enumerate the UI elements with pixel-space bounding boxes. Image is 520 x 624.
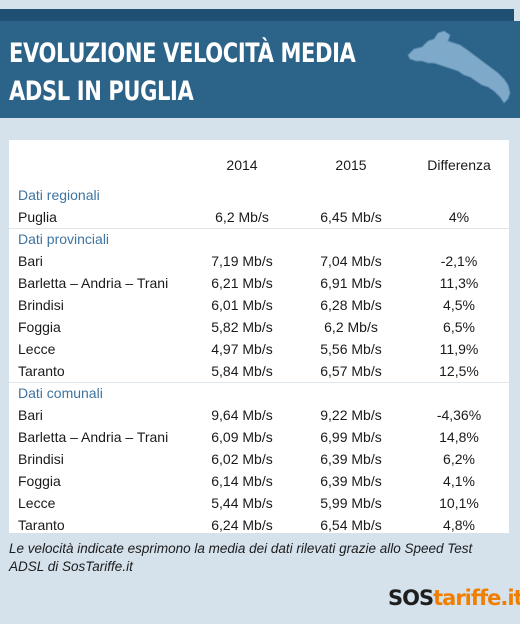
difference-cell: 14,8% xyxy=(439,429,479,445)
difference-cell: 10,1% xyxy=(439,495,479,511)
difference-cell: 4,5% xyxy=(443,297,475,313)
difference-cell: -2,1% xyxy=(440,253,478,269)
value-2014-cell: 5,84 Mb/s xyxy=(211,362,273,379)
sostariffe-logo: SOS tariffe.it xyxy=(388,585,520,611)
value-2015-cell: 6,28 Mb/s xyxy=(320,297,382,313)
value-2015-cell: 6,54 Mb/s xyxy=(320,517,382,533)
value-2015-cell: 5,56 Mb/s xyxy=(320,341,382,357)
table-row: Lecce 4,97 Mb/s 5,56 Mb/s 11,9% xyxy=(9,338,509,360)
table-row: Foggia 5,82 Mb/s 6,2 Mb/s 6,5% xyxy=(9,316,509,338)
value-2015-cell: 6,2 Mb/s xyxy=(324,319,378,335)
value-2014-cell: 4,97 Mb/s xyxy=(211,341,273,357)
difference-cell: 6,2% xyxy=(443,451,475,467)
table-row: Puglia 6,2 Mb/s 6,45 Mb/s 4% xyxy=(9,206,509,228)
table-row: Brindisi 6,01 Mb/s 6,28 Mb/s 4,5% xyxy=(9,294,509,316)
value-2014-cell: 6,14 Mb/s xyxy=(211,473,273,489)
header-cell-2014: 2014 xyxy=(226,157,258,173)
value-2015-cell: 9,22 Mb/s xyxy=(320,407,382,423)
value-2014-cell: 6,01 Mb/s xyxy=(211,297,273,313)
puglia-map-icon xyxy=(407,30,511,104)
section-header-row: Dati regionali xyxy=(9,184,509,206)
title-line-1: Evoluzione velocità media xyxy=(9,38,356,69)
row-name-cell: Barletta – Andria – Trani xyxy=(18,429,169,445)
table-row: Barletta – Andria – Trani 6,09 Mb/s 6,99 M… xyxy=(9,426,509,448)
difference-cell: 12,5% xyxy=(439,362,479,379)
value-2014-cell: 5,82 Mb/s xyxy=(211,319,273,335)
value-2014-cell: 6,21 Mb/s xyxy=(211,275,273,291)
row-name-cell: Puglia xyxy=(18,208,57,225)
table-row: Foggia 6,14 Mb/s 6,39 Mb/s 4,1% xyxy=(9,470,509,492)
header-cell-empty xyxy=(9,140,191,184)
difference-cell: -4,36% xyxy=(436,407,482,423)
table-row: Bari 9,64 Mb/s 9,22 Mb/s -4,36% xyxy=(9,404,509,426)
value-2014-cell: 7,19 Mb/s xyxy=(211,253,273,269)
footnote: Le velocità indicate esprimono la media … xyxy=(9,541,473,574)
value-2014-cell: 5,44 Mb/s xyxy=(211,495,273,511)
table-row: Taranto 5,84 Mb/s 6,57 Mb/s 12,5% xyxy=(9,360,509,382)
row-name-cell: Lecce xyxy=(18,495,56,511)
value-2015-cell: 6,91 Mb/s xyxy=(320,275,382,291)
header-cell-differenza: Differenza xyxy=(427,157,491,173)
value-2015-cell: 7,04 Mb/s xyxy=(320,253,382,269)
section-label: Dati regionali xyxy=(18,187,100,203)
value-2014-cell: 6,24 Mb/s xyxy=(211,517,273,533)
table-row: Bari 7,19 Mb/s 7,04 Mb/s -2,1% xyxy=(9,250,509,272)
table-row: Taranto 6,24 Mb/s 6,54 Mb/s 4,8% xyxy=(9,514,509,536)
section-header-row: Dati provinciali xyxy=(9,227,509,250)
row-name-cell: Foggia xyxy=(18,319,61,335)
row-name-cell: Taranto xyxy=(18,362,65,379)
row-name-cell: Taranto xyxy=(18,517,65,533)
table-row: Barletta – Andria – Trani 6,21 Mb/s 6,91 M… xyxy=(9,272,509,294)
row-name-cell: Bari xyxy=(18,253,43,269)
row-name-cell: Foggia xyxy=(18,473,61,489)
difference-cell: 4% xyxy=(448,208,470,225)
row-name-cell: Brindisi xyxy=(18,297,64,313)
value-2015-cell: 6,99 Mb/s xyxy=(320,429,382,445)
value-2014-cell: 9,64 Mb/s xyxy=(211,407,273,423)
value-2015-cell: 6,45 Mb/s xyxy=(320,208,382,225)
value-2014-cell: 6,2 Mb/s xyxy=(215,208,269,225)
speed-table: 2014 2015 Differenza Dati regionali Pugli… xyxy=(9,140,509,536)
difference-cell: 6,5% xyxy=(443,319,475,335)
difference-cell: 11,3% xyxy=(439,275,479,291)
value-2015-cell: 6,39 Mb/s xyxy=(320,473,382,489)
section-header-row: Dati comunali xyxy=(9,381,509,404)
difference-cell: 11,9% xyxy=(439,341,479,357)
table-header-row: 2014 2015 Differenza xyxy=(9,140,509,184)
value-2014-cell: 6,02 Mb/s xyxy=(211,451,273,467)
top-band-dark xyxy=(0,9,514,21)
section-label: Dati provinciali xyxy=(9,227,509,250)
table-row: Brindisi 6,02 Mb/s 6,39 Mb/s 6,2% xyxy=(9,448,509,470)
value-2014-cell: 6,09 Mb/s xyxy=(211,429,273,445)
table-row: Lecce 5,44 Mb/s 5,99 Mb/s 10,1% xyxy=(9,492,509,514)
header: Evoluzione velocità media ADSL in Puglia xyxy=(0,21,520,118)
row-name-cell: Lecce xyxy=(18,341,56,357)
value-2015-cell: 6,57 Mb/s xyxy=(320,362,382,379)
row-name-cell: Brindisi xyxy=(18,451,64,467)
row-name-cell: Barletta – Andria – Trani xyxy=(18,275,169,291)
section-label: Dati comunali xyxy=(9,381,509,404)
row-name-cell: Bari xyxy=(18,407,43,423)
logo-part-tariffe: tariffe.it xyxy=(433,586,520,610)
value-2015-cell: 5,99 Mb/s xyxy=(320,495,382,511)
data-card: 2014 2015 Differenza Dati regionali Pugli… xyxy=(9,140,509,533)
header-cell-2015: 2015 xyxy=(335,157,367,173)
value-2015-cell: 6,39 Mb/s xyxy=(320,451,382,467)
difference-cell: 4,8% xyxy=(443,517,475,533)
logo-part-sos: SOS xyxy=(388,586,434,610)
title-line-2: ADSL in Puglia xyxy=(9,76,194,107)
difference-cell: 4,1% xyxy=(443,473,475,489)
